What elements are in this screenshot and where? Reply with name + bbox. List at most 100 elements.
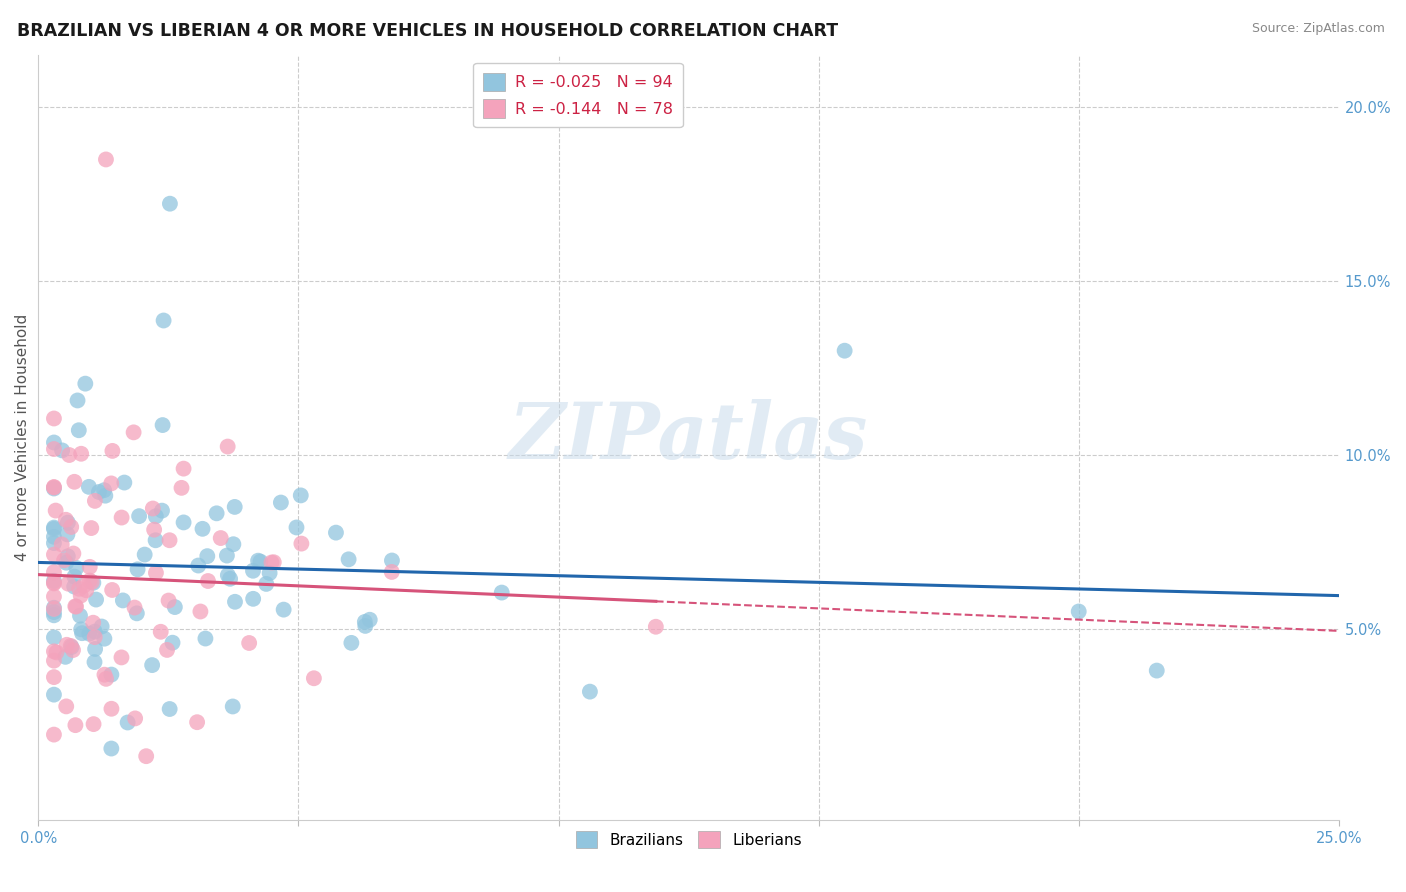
Point xyxy=(491,585,513,599)
Text: ZIPatlas: ZIPatlas xyxy=(509,400,869,475)
Point xyxy=(152,418,174,433)
Point xyxy=(834,343,856,358)
Point xyxy=(83,655,105,669)
Point xyxy=(135,749,157,764)
Point xyxy=(215,549,238,563)
Point xyxy=(84,592,107,607)
Point xyxy=(224,595,246,609)
Point xyxy=(353,615,375,629)
Point xyxy=(100,476,122,491)
Point xyxy=(254,577,277,591)
Point xyxy=(110,510,132,524)
Point xyxy=(100,702,122,716)
Point xyxy=(42,565,65,579)
Point xyxy=(42,602,65,616)
Point xyxy=(101,443,124,458)
Point xyxy=(170,481,193,495)
Point xyxy=(141,658,163,673)
Point xyxy=(163,600,186,615)
Point xyxy=(62,547,84,561)
Point xyxy=(60,640,83,654)
Point xyxy=(93,667,115,681)
Point xyxy=(1146,664,1168,678)
Point xyxy=(56,527,79,541)
Point xyxy=(173,516,195,530)
Point xyxy=(143,523,166,537)
Point xyxy=(195,549,218,563)
Point xyxy=(56,549,79,564)
Point xyxy=(579,684,602,698)
Point xyxy=(42,600,65,615)
Point xyxy=(112,475,135,490)
Point xyxy=(70,626,93,640)
Point xyxy=(90,619,112,633)
Point xyxy=(127,562,149,576)
Point xyxy=(58,448,80,462)
Point xyxy=(42,654,65,668)
Text: Source: ZipAtlas.com: Source: ZipAtlas.com xyxy=(1251,22,1385,36)
Point xyxy=(83,624,105,639)
Point xyxy=(94,489,117,503)
Point xyxy=(42,530,65,544)
Point xyxy=(290,536,312,550)
Point xyxy=(42,590,65,604)
Point xyxy=(285,520,308,534)
Point xyxy=(42,481,65,495)
Point xyxy=(42,548,65,562)
Point xyxy=(159,196,181,211)
Point xyxy=(124,711,146,725)
Point xyxy=(381,553,404,567)
Point xyxy=(263,555,285,569)
Point xyxy=(260,556,283,570)
Point xyxy=(53,553,76,567)
Point xyxy=(150,503,173,517)
Point xyxy=(55,556,77,570)
Point xyxy=(67,582,90,596)
Point xyxy=(83,717,105,731)
Point xyxy=(145,566,167,580)
Point xyxy=(77,626,100,640)
Point xyxy=(247,554,270,568)
Point xyxy=(73,578,96,592)
Point xyxy=(242,564,264,578)
Point xyxy=(152,313,174,327)
Point xyxy=(110,650,132,665)
Point xyxy=(359,613,381,627)
Point xyxy=(209,531,232,545)
Point xyxy=(117,715,139,730)
Point xyxy=(45,503,67,517)
Point xyxy=(156,643,179,657)
Point xyxy=(84,642,107,657)
Point xyxy=(66,393,89,408)
Point xyxy=(63,580,86,594)
Point xyxy=(222,699,245,714)
Point xyxy=(83,630,105,644)
Point xyxy=(354,619,377,633)
Point xyxy=(42,575,65,590)
Text: BRAZILIAN VS LIBERIAN 4 OR MORE VEHICLES IN HOUSEHOLD CORRELATION CHART: BRAZILIAN VS LIBERIAN 4 OR MORE VEHICLES… xyxy=(17,22,838,40)
Point xyxy=(222,537,245,551)
Point xyxy=(75,376,97,391)
Point xyxy=(100,667,122,681)
Point xyxy=(63,569,86,583)
Point xyxy=(42,442,65,456)
Point xyxy=(145,509,167,524)
Point xyxy=(70,623,93,637)
Point xyxy=(125,607,148,621)
Point xyxy=(65,718,87,732)
Point xyxy=(128,509,150,524)
Point xyxy=(157,593,180,607)
Point xyxy=(145,533,167,548)
Point xyxy=(67,423,90,437)
Point xyxy=(42,480,65,494)
Point xyxy=(337,552,360,566)
Point xyxy=(79,560,101,574)
Point xyxy=(302,671,325,685)
Point xyxy=(75,583,97,598)
Point xyxy=(42,411,65,425)
Point xyxy=(224,500,246,514)
Point xyxy=(205,506,228,520)
Point xyxy=(173,461,195,475)
Point xyxy=(197,574,219,588)
Point xyxy=(58,576,80,591)
